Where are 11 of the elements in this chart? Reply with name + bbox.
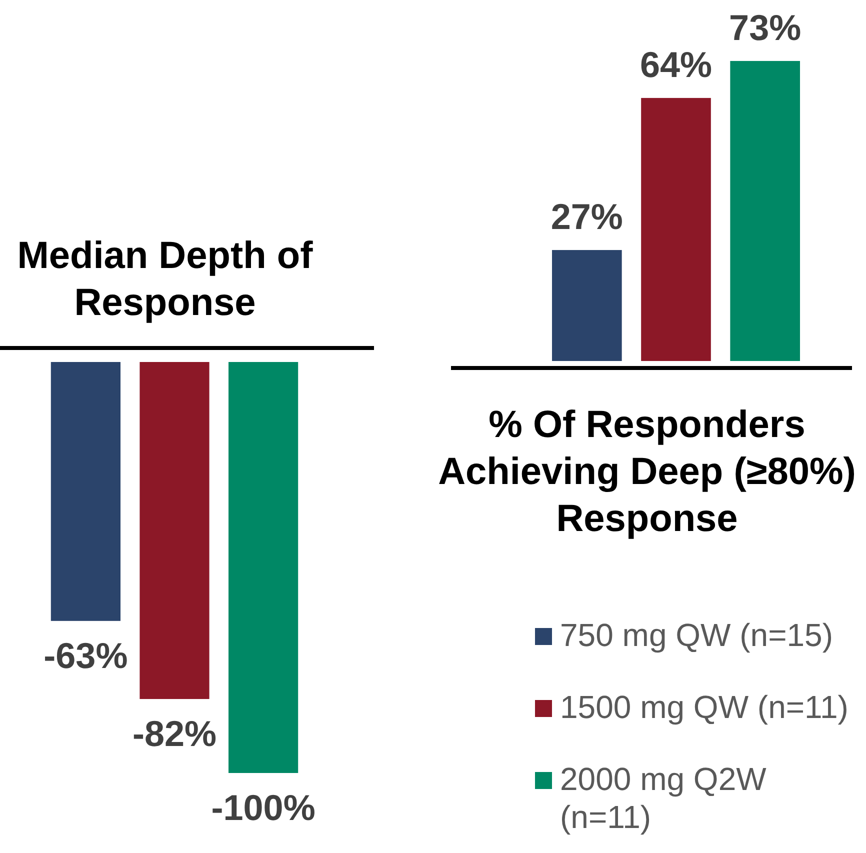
data-label: 27% [550, 196, 623, 238]
chart-title: Median Depth of Response [17, 235, 314, 324]
legend-label: 2000 mg Q2W (n=11) [560, 761, 768, 835]
data-label: -63% [44, 634, 128, 676]
legend-label: 1500 mg QW (n=11) [560, 689, 848, 725]
data-label: -100% [211, 787, 316, 828]
data-label: 64% [640, 44, 712, 85]
text: % Of Responders Achieving Deep (≥80%) Response [438, 404, 856, 540]
data-label: 73% [729, 6, 802, 48]
data-label: -82% [132, 713, 217, 754]
legend-label: 750 mg QW (n=15) [560, 617, 833, 653]
